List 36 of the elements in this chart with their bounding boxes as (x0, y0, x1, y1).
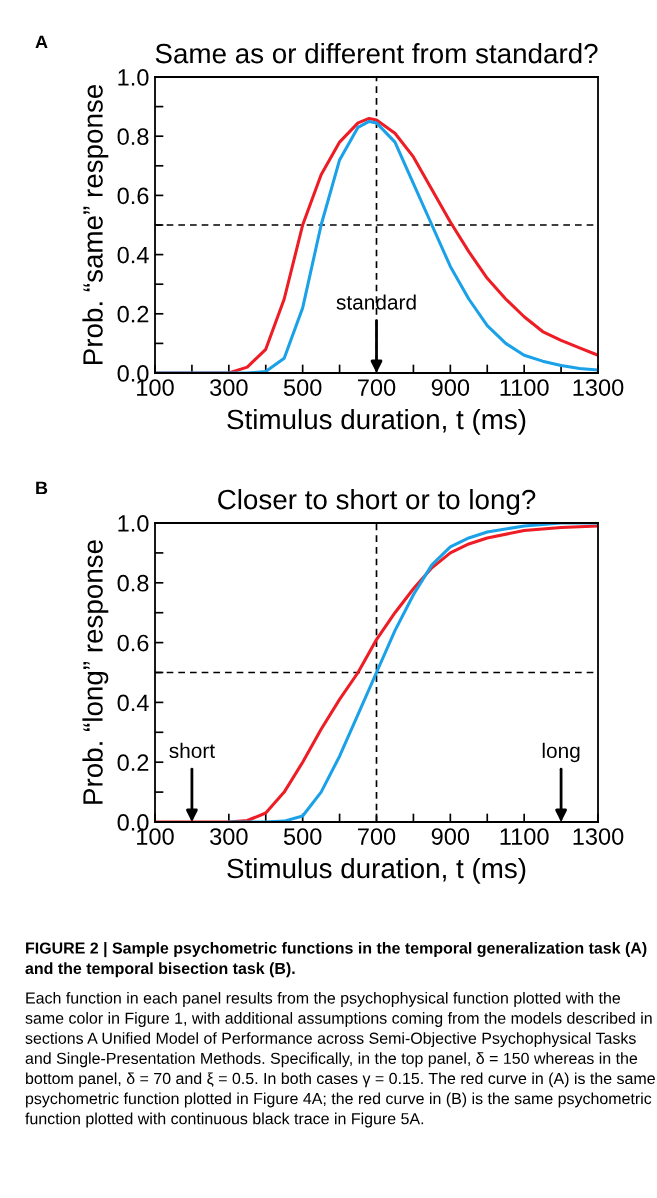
y-tick-label: 0.6 (117, 187, 149, 205)
y-tick-label: 0.4 (117, 694, 149, 712)
text: Each function in each panel results from the psychophysical function plotted with the same color in Figure 1, with additional assumptions coming from the models described in sections A Unified Model of Performance across Semi-Objective Psychophysical Tasks and Single-Presentation Methods. Specifically, in the top panel, δ = 150 whereas in the bottom panel, δ = 70 and ξ = 0.5. In both cases γ = 0.15. The red curve in (A) is the same psychometric function plotted in Figure 4A; the red curve in (B) is the same psychometric function plotted with continuous black trace in Figure 5A. (25, 992, 655, 1128)
annotation: standard (336, 294, 416, 310)
y-tick-label: 0.6 (117, 634, 149, 652)
x-tick-label: 900 (431, 828, 470, 845)
y-tick-label: 0.2 (117, 305, 149, 323)
y-axis-title: Prob. “long” response (82, 540, 109, 804)
x-tick-label: 300 (210, 379, 248, 396)
x-axis-title: Stimulus duration, t (ms) (227, 857, 526, 884)
annotation: long (542, 742, 580, 763)
y-tick-label: 0.4 (117, 246, 149, 264)
x-tick-label: 500 (283, 828, 322, 845)
x-tick-label: 900 (431, 379, 470, 396)
x-tick-label: 300 (210, 828, 248, 845)
annotation: short (169, 742, 215, 759)
x-tick-label: 700 (358, 379, 396, 396)
chart-title: Same as or different from standard? (155, 42, 598, 64)
x-tick-label: 1100 (500, 828, 549, 845)
chart-title: Closer to short or to long? (218, 488, 536, 515)
x-tick-label: 700 (358, 828, 396, 845)
line-series (155, 524, 598, 822)
y-tick-label: 0.8 (117, 574, 149, 592)
x-axis-title: Stimulus duration, t (ms) (227, 408, 526, 435)
x-tick-label: 1300 (573, 379, 624, 396)
y-axis-title: Prob. “same” response (82, 84, 109, 364)
y-tick-label: 1.0 (118, 69, 149, 86)
x-tick-label: 1100 (500, 379, 549, 396)
y-tick-label: 0.2 (117, 754, 149, 771)
y-tick-label: 1.0 (118, 515, 149, 532)
x-tick-label: 1300 (573, 828, 624, 845)
y-tick-label: 0.8 (117, 128, 149, 145)
text: B (36, 481, 48, 495)
text: A (35, 35, 48, 49)
x-tick-label: 500 (283, 379, 322, 396)
caption: FIGURE 2 | Sample psychometric functions in the temporal generalization task (A) and the temporal bisection task (B). (25, 942, 647, 978)
